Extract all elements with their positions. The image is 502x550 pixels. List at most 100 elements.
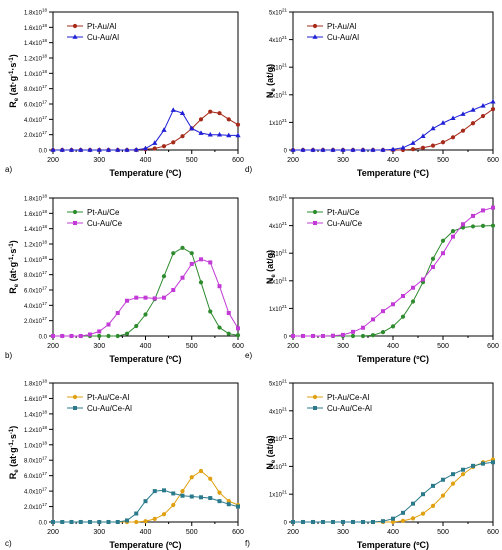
- y-title-units: (at·g: [8, 76, 18, 98]
- data-point: [350, 333, 356, 339]
- y-tick-mantissa: 0: [284, 521, 288, 527]
- y-tick-mantissa: 2.0x10: [24, 505, 43, 511]
- data-point: [491, 460, 495, 465]
- data-point: [490, 223, 496, 228]
- data-point: [142, 145, 149, 151]
- plot-frame: [292, 197, 494, 337]
- data-point: [370, 333, 376, 338]
- y-tick-exponent: 21: [282, 63, 288, 68]
- data-point: [236, 326, 240, 331]
- data-point: [143, 295, 148, 300]
- data-point: [134, 323, 139, 329]
- data-point: [152, 516, 157, 522]
- data-point: [480, 223, 486, 228]
- data-point: [217, 490, 222, 495]
- data-point: [401, 293, 405, 298]
- data-point: [68, 147, 75, 152]
- y-tick-mantissa: 5x10: [269, 197, 283, 203]
- data-point: [380, 147, 386, 152]
- y-tick-label: 5x1021: [269, 194, 288, 203]
- y-tick-mantissa: 6.0x10: [24, 474, 43, 480]
- data-point: [290, 147, 296, 152]
- panel-label: b): [5, 351, 12, 360]
- y-title-superscript: -1: [9, 70, 15, 76]
- data-point: [371, 317, 375, 322]
- y-title-units-mid: ·s: [8, 249, 18, 257]
- data-point: [60, 520, 65, 524]
- data-point: [105, 147, 112, 152]
- y-tick-label: 0: [284, 335, 288, 341]
- data-point: [115, 520, 120, 524]
- y-tick-exponent: 17: [42, 487, 48, 492]
- y-tick-label: 1x1021: [269, 304, 288, 313]
- x-tick-label: 300: [93, 343, 105, 350]
- data-point: [198, 130, 204, 135]
- y-tick-mantissa: 2x10: [269, 465, 283, 471]
- y-tick-exponent: 21: [282, 490, 288, 495]
- x-tick-label: 500: [186, 157, 198, 164]
- legend-label: Pt-Au/Ce: [327, 208, 360, 217]
- y-axis-title: Ne (at/g): [265, 250, 277, 284]
- y-tick-exponent: 18: [42, 8, 48, 13]
- y-tick-mantissa: 1.2x10: [24, 428, 43, 434]
- y-tick-label: 1.4x1018: [24, 38, 48, 47]
- y-axis-title: Re (at·g-1·s-1): [8, 426, 20, 480]
- y-tick-mantissa: 1.6x10: [24, 397, 43, 403]
- data-point: [441, 251, 445, 256]
- data-point: [460, 472, 466, 477]
- y-tick-exponent: 21: [282, 249, 288, 254]
- x-axis-title: Temperature (ºC): [357, 354, 429, 364]
- y-tick-exponent: 17: [42, 471, 48, 476]
- y-tick-exponent: 18: [42, 54, 48, 59]
- y-tick-mantissa: 5x10: [269, 11, 283, 17]
- x-tick-label: 200: [287, 157, 299, 164]
- data-point: [97, 333, 102, 339]
- data-point: [171, 251, 176, 256]
- series-line-0: [53, 111, 239, 151]
- y-tick-mantissa: 1x10: [269, 121, 283, 127]
- y-tick-label: 1.4x1018: [24, 409, 48, 418]
- data-point: [170, 107, 176, 112]
- y-axis-title: Re (at·g-1·s-1): [8, 240, 20, 294]
- data-point: [390, 519, 396, 525]
- y-tick-label: 2.0x1017: [24, 316, 48, 325]
- y-tick-mantissa: 1.6x10: [24, 212, 43, 218]
- y-title-main: R: [8, 101, 18, 108]
- x-tick-label: 400: [387, 157, 399, 164]
- x-tick-label: 500: [437, 529, 449, 536]
- y-tick-label: 1.0x1018: [24, 255, 48, 264]
- y-tick-label: 3x1021: [269, 249, 288, 258]
- y-tick-label: 8.0x1017: [24, 270, 48, 279]
- y-tick-label: 4.0x1017: [24, 487, 48, 496]
- y-title-subscript: e: [14, 97, 20, 101]
- x-tick-label: 600: [232, 157, 244, 164]
- legend-label: Cu-Au/Ce-Al: [87, 404, 132, 413]
- y-tick-label: 2x1021: [269, 90, 288, 99]
- y-tick-exponent: 17: [42, 301, 48, 306]
- data-point: [96, 147, 102, 152]
- y-title-superscript: -1: [9, 57, 15, 63]
- data-point: [69, 334, 74, 338]
- data-point: [106, 333, 111, 339]
- y-tick-mantissa: 1.6x10: [24, 26, 43, 32]
- data-point: [341, 520, 345, 524]
- y-tick-label: 1.6x1018: [24, 394, 48, 403]
- y-tick-mantissa: 8.0x10: [24, 459, 43, 465]
- y-tick-exponent: 18: [42, 379, 48, 384]
- y-title-superscript: -1: [9, 428, 15, 434]
- data-point: [69, 520, 74, 524]
- panel-label: a): [5, 165, 12, 174]
- data-point: [226, 331, 231, 336]
- plot-frame: [292, 382, 494, 523]
- data-point: [106, 520, 111, 524]
- y-tick-label: 1.2x1018: [24, 240, 48, 249]
- y-title-superscript: -1: [9, 256, 15, 262]
- y-tick-label: 4.0x1017: [24, 115, 48, 124]
- data-point: [217, 284, 222, 289]
- x-tick-label: 500: [437, 343, 449, 350]
- data-point: [59, 147, 65, 152]
- y-tick-mantissa: 1.0x10: [24, 72, 43, 78]
- data-point: [171, 140, 176, 145]
- x-tick-label: 400: [140, 343, 152, 350]
- panel-label: f): [245, 539, 250, 548]
